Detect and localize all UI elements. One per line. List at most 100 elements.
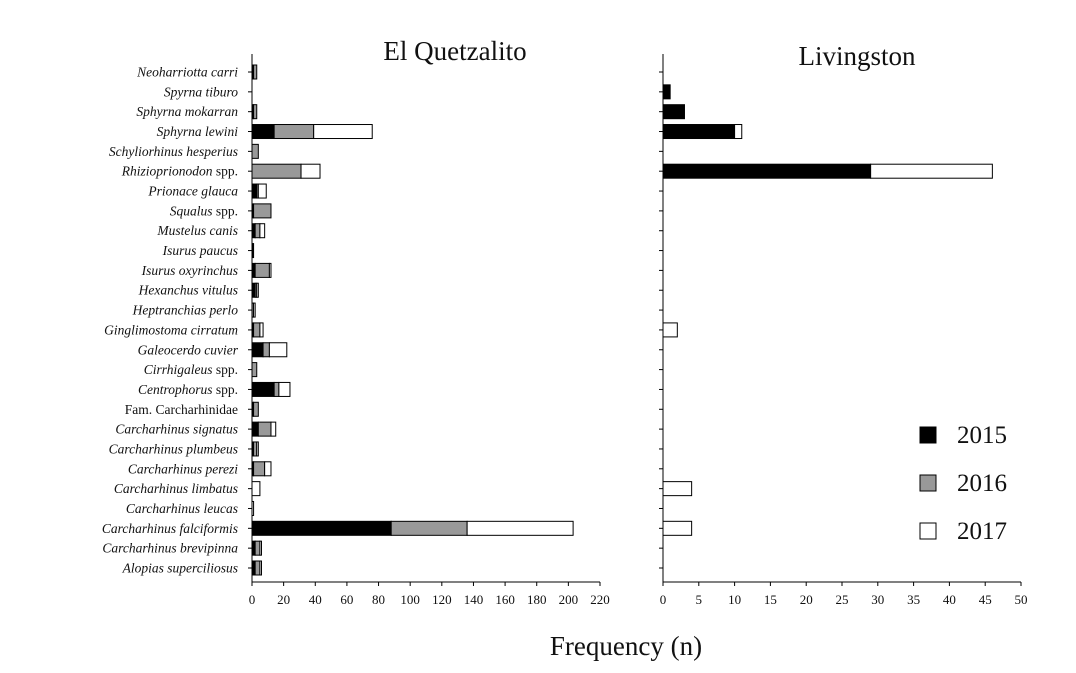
category-label-galeocerdo-cuvier: Galeocerdo cuvier	[138, 342, 239, 357]
bar-el-quetzalito-2016-rhizioprionodon-spp	[251, 163, 302, 179]
x-tick-label-el-quetzalito: 160	[495, 592, 515, 607]
legend-swatch-2016	[919, 474, 937, 492]
bar-livingston-2015-sphyrna-mokarran	[662, 104, 685, 120]
bar-el-quetzalito-2016-mustelus-canis	[254, 223, 261, 239]
category-label-carcharhinus-limbatus: Carcharhinus limbatus	[114, 481, 238, 496]
panel-el-quetzalito: El Quetzalito Neoharriotta carri Spyrna ti…	[102, 36, 610, 607]
legend-swatch-2017	[919, 522, 937, 540]
category-label-carcharhinus-signatus: Carcharhinus signatus	[115, 422, 238, 437]
x-tick-label-livingston: 5	[696, 592, 703, 607]
bar-el-quetzalito-2015-carcharhinus-signatus	[251, 421, 259, 437]
x-tick-label-livingston: 0	[660, 592, 667, 607]
bar-el-quetzalito-2016-isurus-oxyrinchus	[254, 262, 270, 278]
bar-el-quetzalito-2017-carcharhinus-leucas	[251, 500, 255, 516]
x-tick-label-livingston: 25	[836, 592, 849, 607]
category-label-isurus-paucus: Isurus paucus	[162, 243, 238, 258]
bar-el-quetzalito-2017-alopias-superciliosus	[259, 560, 262, 576]
legend-label-2015: 2015	[957, 422, 1007, 449]
panel-livingston: Livingston 0 5 10 15 20 25 30 35 40 45 50	[659, 41, 1028, 607]
panel-title-el-quetzalito: El Quetzalito	[383, 36, 526, 66]
bar-el-quetzalito-2016-carcharhinus-signatus	[257, 421, 272, 437]
bar-el-quetzalito-2016-sphyrna-mokarran	[253, 104, 258, 120]
bar-el-quetzalito-2015-sphyrna-lewini	[251, 124, 275, 140]
bar-el-quetzalito-2016-carcharhinus-falciformis	[390, 520, 468, 536]
bar-el-quetzalito-2015-isurus-paucus	[251, 243, 255, 259]
bar-el-quetzalito-2016-centrophorus-spp	[273, 381, 280, 397]
category-label-hexanchus-vitulus: Hexanchus vitulus	[138, 283, 238, 298]
bar-el-quetzalito-2017-carcharhinus-perezi	[264, 461, 272, 477]
x-tick-label-livingston: 10	[728, 592, 741, 607]
category-label-cirrhigaleus-spp: Cirrhigaleus spp.	[144, 362, 238, 377]
bar-el-quetzalito-2017-carcharhinus-falciformis	[466, 520, 574, 536]
category-label-carcharhinus-leucas: Carcharhinus leucas	[126, 501, 238, 516]
bar-el-quetzalito-2017-isurus-oxyrinchus	[268, 262, 272, 278]
category-label-centrophorus-spp: Centrophorus spp.	[138, 382, 238, 397]
bar-el-quetzalito-2017-carcharhinus-plumbeus	[256, 441, 259, 457]
legend-label-2016: 2016	[957, 470, 1007, 497]
x-tick-label-el-quetzalito: 80	[372, 592, 385, 607]
bar-el-quetzalito-2016-ginglimostoma-cirratum	[253, 322, 261, 338]
bar-el-quetzalito-2016-fam-carcharhinidae	[253, 401, 259, 417]
bar-el-quetzalito-2017-rhizioprionodon-spp	[300, 163, 321, 179]
x-tick-label-livingston: 50	[1015, 592, 1028, 607]
category-label-squalus-spp: Squalus spp.	[170, 203, 238, 218]
x-tick-label-livingston: 15	[764, 592, 777, 607]
bar-el-quetzalito-2016-alopias-superciliosus	[254, 560, 261, 576]
bar-el-quetzalito-2016-sphyrna-lewini	[273, 124, 315, 140]
x-tick-label-livingston: 20	[800, 592, 813, 607]
bar-el-quetzalito-2017-ginglimostoma-cirratum	[259, 322, 264, 338]
category-label-mustelus-canis: Mustelus canis	[156, 223, 238, 238]
x-tick-label-el-quetzalito: 40	[309, 592, 322, 607]
category-label-isurus-oxyrinchus: Isurus oxyrinchus	[141, 263, 238, 278]
bar-el-quetzalito-2017-galeocerdo-cuvier	[268, 342, 288, 358]
category-label-sphyrna-mokarran: Sphyrna mokarran	[136, 104, 238, 119]
category-label-sphyrna-lewini: Sphyrna lewini	[157, 124, 239, 139]
x-tick-label-livingston: 45	[979, 592, 992, 607]
bar-el-quetzalito-2017-centrophorus-spp	[278, 381, 291, 397]
x-tick-label-el-quetzalito: 180	[527, 592, 547, 607]
legend: 2015 2016 2017	[919, 422, 1007, 545]
bar-el-quetzalito-2015-carcharhinus-falciformis	[251, 520, 392, 536]
category-label-rhizioprionodon-spp: Rhizioprionodon spp.	[121, 164, 238, 179]
x-axis-label: Frequency (n)	[550, 631, 702, 661]
bar-livingston-2017-carcharhinus-falciformis	[662, 520, 693, 536]
bar-el-quetzalito-2016-carcharhinus-perezi	[253, 461, 266, 477]
x-tick-label-el-quetzalito: 20	[277, 592, 290, 607]
bar-el-quetzalito-2015-galeocerdo-cuvier	[251, 342, 264, 358]
category-label-carcharhinus-perezi: Carcharhinus perezi	[128, 461, 238, 476]
bar-el-quetzalito-2017-sphyrna-lewini	[313, 124, 373, 140]
x-tick-label-el-quetzalito: 220	[590, 592, 610, 607]
category-label-alopias-superciliosus: Alopias superciliosus	[122, 561, 238, 576]
bar-livingston-2017-rhizioprionodon-spp	[870, 163, 993, 179]
category-label-fam-carcharhinidae: Fam. Carcharhinidae	[125, 402, 238, 417]
bar-el-quetzalito-2017-heptranchias-perlo	[253, 302, 256, 318]
bar-livingston-2017-carcharhinus-limbatus	[662, 481, 693, 497]
bar-livingston-2017-sphyrna-lewini	[734, 124, 743, 140]
bar-el-quetzalito-2017-prionace-glauca	[257, 183, 267, 199]
bar-el-quetzalito-2017-carcharhinus-limbatus	[251, 481, 261, 497]
legend-swatch-2015	[919, 426, 937, 444]
category-label-neoharriotta-carri: Neoharriotta carri	[136, 65, 238, 80]
category-label-heptranchias-perlo: Heptranchias perlo	[132, 303, 239, 318]
bar-el-quetzalito-2017-carcharhinus-brevipinna	[259, 540, 262, 556]
x-tick-label-el-quetzalito: 140	[464, 592, 484, 607]
bar-el-quetzalito-2015-centrophorus-spp	[251, 381, 275, 397]
category-label-spyrna-tiburo: Spyrna tiburo	[164, 84, 238, 99]
bar-el-quetzalito-2016-cirrhigaleus-spp	[251, 362, 258, 378]
legend-label-2017: 2017	[957, 518, 1007, 545]
bar-el-quetzalito-2017-carcharhinus-signatus	[270, 421, 277, 437]
bar-livingston-2015-sphyrna-lewini	[662, 124, 736, 140]
x-tick-label-el-quetzalito: 120	[432, 592, 452, 607]
bar-el-quetzalito-2016-galeocerdo-cuvier	[262, 342, 270, 358]
category-label-prionace-glauca: Prionace glauca	[147, 184, 238, 199]
x-tick-label-livingston: 30	[871, 592, 884, 607]
category-label-carcharhinus-plumbeus: Carcharhinus plumbeus	[109, 441, 238, 456]
category-label-carcharhinus-brevipinna: Carcharhinus brevipinna	[102, 541, 238, 556]
x-tick-label-livingston: 35	[907, 592, 920, 607]
bar-el-quetzalito-2016-schyliorhinus-hesperius	[251, 143, 259, 159]
bar-el-quetzalito-2017-mustelus-canis	[259, 223, 266, 239]
bar-el-quetzalito-2016-squalus-spp	[253, 203, 272, 219]
bar-el-quetzalito-2016-carcharhinus-brevipinna	[254, 540, 261, 556]
bar-livingston-2015-rhizioprionodon-spp	[662, 163, 872, 179]
